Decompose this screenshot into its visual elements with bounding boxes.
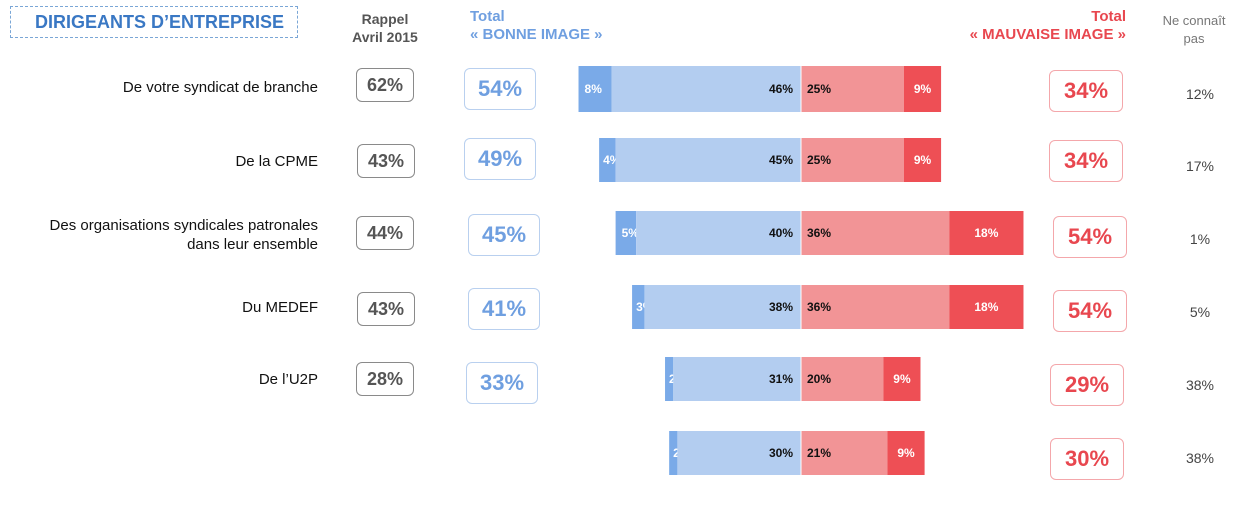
bar-segment-plutot-mauvaise [801, 285, 950, 329]
data-label-tres-mauvaise: 9% [893, 372, 911, 386]
ne-connait-pas-value: 38% [1185, 450, 1215, 466]
bar-segment-plutot-bonne [615, 138, 801, 182]
bar-segment-plutot-mauvaise [801, 66, 904, 112]
data-label-plutot-mauvaise: 36% [807, 226, 831, 240]
bar-segment-tres-mauvaise [904, 66, 942, 112]
row-label: De votre syndicat de branche [0, 78, 318, 97]
data-label-plutot-mauvaise: 20% [807, 372, 831, 386]
total-mauvaise-value: 54% [1053, 290, 1127, 332]
row-label-line2: dans leur ensemble [187, 236, 318, 253]
total-mauvaise-value: 34% [1049, 70, 1123, 112]
rappel-value: 43% [357, 144, 415, 178]
data-label-tres-mauvaise: 9% [914, 82, 932, 96]
data-label-tres-mauvaise: 18% [974, 226, 998, 240]
ne-connait-pas-value: 1% [1189, 231, 1211, 247]
row-label-line1: De la CPME [235, 153, 318, 170]
bar-segment-tres-bonne [665, 357, 674, 401]
bar-segment-plutot-bonne [644, 285, 801, 329]
row-label-line1: Du MEDEF [242, 299, 318, 316]
row-label: De la CPME [0, 152, 318, 171]
data-label-plutot-bonne: 45% [769, 153, 793, 167]
data-label-plutot-mauvaise: 25% [807, 153, 831, 167]
header-mauvaise-image: Total « MAUVAISE IMAGE » [900, 8, 1126, 44]
bar-segment-plutot-bonne [636, 211, 801, 255]
ne-connait-pas-value: 38% [1185, 377, 1215, 393]
data-label-plutot-bonne: 30% [769, 446, 793, 460]
total-mauvaise-value: 54% [1053, 216, 1127, 258]
header-nsp-line2: pas [1183, 31, 1205, 46]
data-label-tres-mauvaise: 18% [974, 300, 998, 314]
total-bonne-value: 54% [464, 68, 536, 110]
total-bonne-value: 41% [468, 288, 540, 330]
total-mauvaise-value: 30% [1050, 438, 1124, 480]
row-label: De l’U2P [0, 370, 318, 389]
total-bonne-value: 49% [464, 138, 536, 180]
data-label-plutot-mauvaise: 36% [807, 300, 831, 314]
bar-segment-tres-mauvaise [887, 431, 925, 475]
data-label-plutot-mauvaise: 25% [807, 82, 831, 96]
data-label-plutot-bonne: 40% [769, 226, 793, 240]
header-bonne-line2: « BONNE IMAGE » [470, 26, 603, 43]
total-mauvaise-value: 34% [1049, 140, 1123, 182]
bar-segment-plutot-bonne [673, 357, 801, 401]
row-label: Des organisations syndicales patronales … [0, 216, 318, 254]
header-nsp-line1: Ne connaît [1162, 13, 1226, 28]
data-label-tres-bonne: 5% [622, 226, 640, 240]
ne-connait-pas-value: 17% [1185, 158, 1215, 174]
data-label-plutot-mauvaise: 21% [807, 446, 831, 460]
rappel-value: 28% [356, 362, 414, 396]
bar-segment-tres-mauvaise [883, 357, 921, 401]
rappel-value: 44% [356, 216, 414, 250]
bar-segment-plutot-mauvaise [801, 211, 950, 255]
total-bonne-value: 33% [466, 362, 538, 404]
bar-segment-plutot-bonne [677, 431, 801, 475]
row-label-line1: De l’U2P [258, 371, 318, 388]
data-label-plutot-bonne: 31% [769, 372, 793, 386]
header-ne-connait-pas: Ne connaît pas [1150, 12, 1238, 48]
rappel-value: 62% [356, 68, 414, 102]
data-label-tres-bonne: 8% [585, 82, 603, 96]
total-mauvaise-value: 29% [1050, 364, 1124, 406]
chart-title: DIRIGEANTS D’ENTREPRISE [10, 6, 298, 38]
data-label-tres-mauvaise: 9% [897, 446, 915, 460]
header-mauvaise-line2: « MAUVAISE IMAGE » [969, 26, 1126, 43]
bar-segment-plutot-bonne [611, 66, 801, 112]
ne-connait-pas-value: 12% [1185, 86, 1215, 102]
header-rappel-line1: Rappel [361, 11, 409, 27]
bar-segment-tres-mauvaise [904, 138, 942, 182]
bar-segment-plutot-mauvaise [801, 357, 884, 401]
data-label-plutot-bonne: 38% [769, 300, 793, 314]
bar-segment-tres-bonne [669, 431, 678, 475]
bar-segment-tres-bonne [615, 211, 637, 255]
header-mauvaise-line1: Total [1091, 8, 1126, 25]
header-rappel-line2: Avril 2015 [352, 29, 418, 45]
total-bonne-value: 45% [468, 214, 540, 256]
rappel-value: 43% [357, 292, 415, 326]
row-label-line1: Des organisations syndicales patronales [49, 217, 318, 234]
data-label-tres-mauvaise: 9% [914, 153, 932, 167]
bar-segment-tres-mauvaise [949, 285, 1024, 329]
bar-segment-plutot-mauvaise [801, 138, 904, 182]
row-label-line1: De votre syndicat de branche [122, 79, 318, 96]
data-label-plutot-bonne: 46% [769, 82, 793, 96]
bar-segment-tres-bonne [578, 66, 612, 112]
header-bonne-image: Total « BONNE IMAGE » [470, 8, 670, 44]
bar-segment-tres-bonne [599, 138, 616, 182]
header-bonne-line1: Total [470, 8, 505, 25]
ne-connait-pas-value: 5% [1189, 304, 1211, 320]
bar-segment-tres-mauvaise [949, 211, 1024, 255]
bar-segment-plutot-mauvaise [801, 431, 888, 475]
header-rappel: Rappel Avril 2015 [330, 10, 440, 46]
row-label: Du MEDEF [0, 298, 318, 317]
bar-segment-tres-bonne [632, 285, 645, 329]
